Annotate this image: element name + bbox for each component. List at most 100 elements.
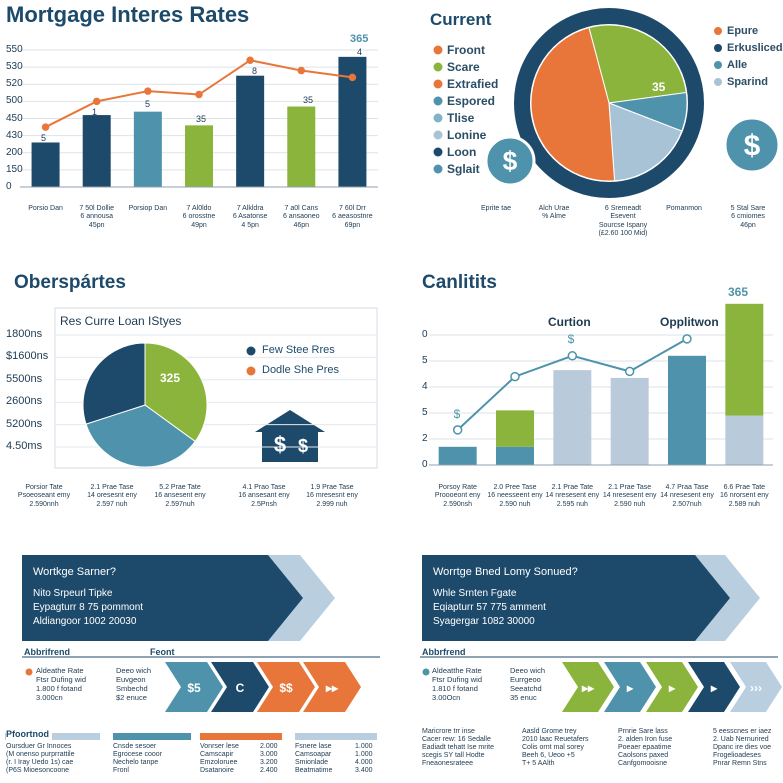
step-dot [422, 668, 430, 676]
bar [287, 106, 316, 187]
line-marker [452, 425, 463, 435]
annotation: 4 [357, 47, 363, 57]
legend-label: Epure [727, 25, 759, 37]
axis-label: $1600ns [6, 350, 49, 363]
banner-line: Syagergar 1082 30000 [433, 616, 535, 627]
annotation: 35 [196, 114, 207, 124]
chevron [646, 662, 698, 712]
line-marker [144, 87, 152, 95]
annotation: 35 [303, 95, 314, 105]
note: 5.2 Prae Tate 16 ansesent eny 2.597nuh [154, 484, 206, 508]
pie-slice [82, 342, 146, 425]
chevron-label: $$ [279, 681, 293, 695]
footer-text: Cnsde sesoer Egrocese cooor Nechelo tanp… [113, 743, 163, 775]
legend-label: Sglait [447, 162, 480, 176]
chevron-label: ▸▸ [325, 681, 339, 695]
annotation: 35 [652, 80, 666, 94]
x-tick-label: 7 Al0ldo 6 orosstne 49pn [182, 205, 216, 229]
annotation: 8 [252, 66, 258, 76]
line-marker [297, 66, 306, 75]
line-marker [41, 123, 50, 131]
step-item: Deeo wich Euvgeon Smbechd $2 enuce [116, 666, 152, 702]
x-tick-label: Porsio Dan [28, 205, 63, 212]
banner-line: Eypagturr 8 75 pommont [33, 602, 144, 613]
dollar-sign: $ [503, 146, 518, 176]
chevron-label: $5 [187, 681, 201, 695]
legend-swatch [714, 61, 722, 69]
legend-label: Erkusliced [727, 42, 783, 54]
legend-label: Froont [447, 43, 485, 57]
axis-label: 5200ns [6, 417, 43, 430]
chevron-label: ▸ [626, 681, 634, 695]
bar [133, 111, 162, 187]
pie-slice [608, 102, 683, 182]
y-tick-label: 5 [422, 407, 428, 418]
chevron [165, 662, 223, 712]
chevron [730, 662, 782, 712]
annotation: Opplitwon [660, 315, 719, 329]
footer-bar [5, 733, 100, 740]
y-tick-label: 150 [6, 163, 23, 175]
chevron-label: C [236, 681, 245, 695]
bar [236, 75, 265, 187]
banner-left [22, 555, 335, 641]
pie-ring [514, 8, 704, 198]
chart-title: Mortgage Interes Rates [6, 2, 250, 27]
chevron-label: ▸ [710, 681, 718, 695]
annotation: 5 [145, 99, 151, 109]
legend-label: Loon [447, 145, 477, 159]
legend-swatch [433, 147, 443, 157]
legend-swatch [433, 113, 443, 123]
annotation: Curtion [548, 315, 591, 329]
legend-swatch [433, 164, 443, 174]
line-marker [92, 97, 101, 106]
banner-right [422, 555, 760, 641]
x-tick-label: 7 Alkldra 6 Asatonse 4 5pn [232, 205, 268, 229]
footer-title: Pfoortnod [6, 729, 52, 740]
annotation: 5 [41, 133, 47, 143]
y-tick-label: 430 [6, 129, 23, 141]
annotation: 1 [92, 107, 98, 117]
footer-text: Maricrore trr inse Cacer rew: 16 Sedalle… [422, 728, 494, 768]
y-tick-label: 5 [422, 355, 428, 366]
legend-label: Few Stee Rres [262, 344, 335, 356]
banner-title: Wortkge Sarner? [33, 566, 116, 578]
footer-bar [200, 733, 282, 740]
step-label: Feont [150, 647, 175, 657]
line-marker [246, 56, 254, 65]
y-tick-label: 200 [6, 146, 23, 158]
chevron [211, 662, 269, 712]
note: 1.9 Prae Tase 16 mresesnt eny 2.999 nuh [306, 484, 358, 508]
legend-label: Espored [447, 94, 496, 108]
x-tick-label: 7 60l Drr 6 aeasostnre 69pn [332, 205, 373, 229]
line-marker [624, 366, 635, 377]
legend-label: Dodle She Pres [262, 364, 340, 376]
chevron-label: ▸ [668, 681, 676, 695]
x-tick-label: 6.6 Prae Tate 16 nrorsent eny 2.589 nuh [719, 484, 769, 508]
bar [185, 125, 213, 187]
bar-segment [725, 415, 764, 465]
house-symbol: $ [298, 436, 308, 456]
legend-swatch [433, 130, 443, 140]
axis-label: 4.50ms [6, 440, 43, 452]
footer-bar [113, 733, 191, 740]
banner-line: Eqiapturr 57 775 amment [433, 602, 546, 613]
banner-line: Nito Srpeurl Tipke [33, 588, 113, 599]
bar-segment [610, 377, 649, 465]
banner-title: Worrtge Bned Lomy Sonued? [433, 566, 578, 578]
step-item: Aldeatthe Rate Ftsr Dufing wid 1.810 f f… [432, 666, 483, 702]
footer-text: 1.000 1.000 4.000 3.400 [355, 743, 373, 775]
y-tick-label: 2 [422, 433, 428, 444]
footer-text: Prnrie Sare lass 2. alden Iron fuse Poea… [618, 728, 673, 768]
y-tick-label: 0 [6, 181, 12, 192]
x-tick-label: Porsoy Rate Proooeont eny 2.590nsh [434, 484, 481, 508]
pie-slice [144, 342, 208, 443]
x-tick-label: 7 50l Dollie 6 annousa 45pn [79, 205, 115, 229]
y-tick-label: 0 [422, 329, 428, 340]
chart-title: Current [430, 10, 492, 29]
chart-subtitle: Res Curre Loan IStyes [60, 314, 182, 328]
chart-frame [54, 307, 378, 469]
bar-segment [668, 355, 706, 465]
x-tick-label: 2.1 Prae Tate 14 nresesent eny 2.595 nuh [545, 484, 600, 508]
line-marker [348, 73, 357, 82]
